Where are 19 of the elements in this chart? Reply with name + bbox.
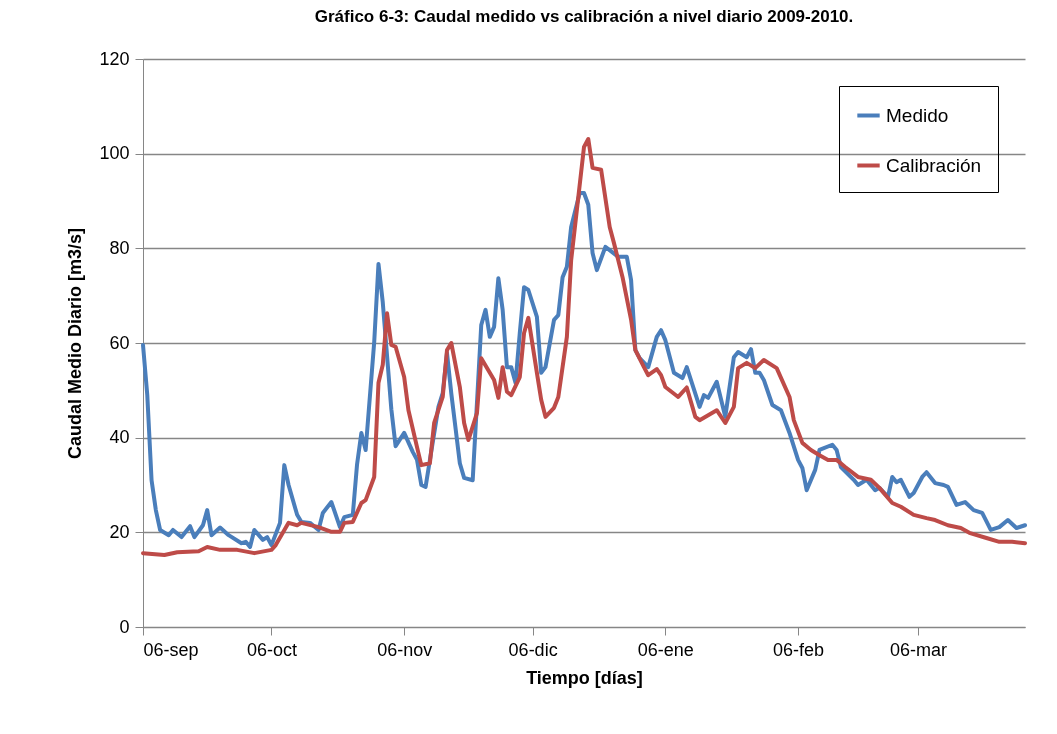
y-tick-label: 80 (109, 237, 130, 258)
x-tick-label: 06-feb (773, 639, 825, 660)
legend-label: Medido (886, 104, 949, 126)
x-tick-label: 06-sep (143, 639, 199, 660)
y-tick-label: 0 (119, 616, 130, 637)
x-tick-label: 06-oct (246, 639, 297, 660)
chart-title: Gráfico 6-3: Caudal medido vs calibración a nivel diario 2009-2010. (314, 7, 854, 26)
x-tick-label: 06-ene (637, 639, 694, 660)
x-tick-label: 06-dic (508, 639, 558, 660)
y-axis-title: Caudal Medio Diario [m3/s] (65, 227, 86, 460)
x-tick-label: 06-nov (377, 639, 433, 660)
y-tick-label: 60 (109, 332, 130, 353)
x-tick-label: 06-mar (889, 639, 947, 660)
y-tick-label: 120 (99, 48, 130, 69)
legend-label: Calibración (886, 154, 982, 176)
y-tick-label: 100 (99, 143, 130, 164)
x-axis-title: Tiempo [días] (526, 667, 643, 688)
y-tick-label: 20 (109, 521, 130, 542)
y-tick-label: 40 (109, 427, 130, 448)
